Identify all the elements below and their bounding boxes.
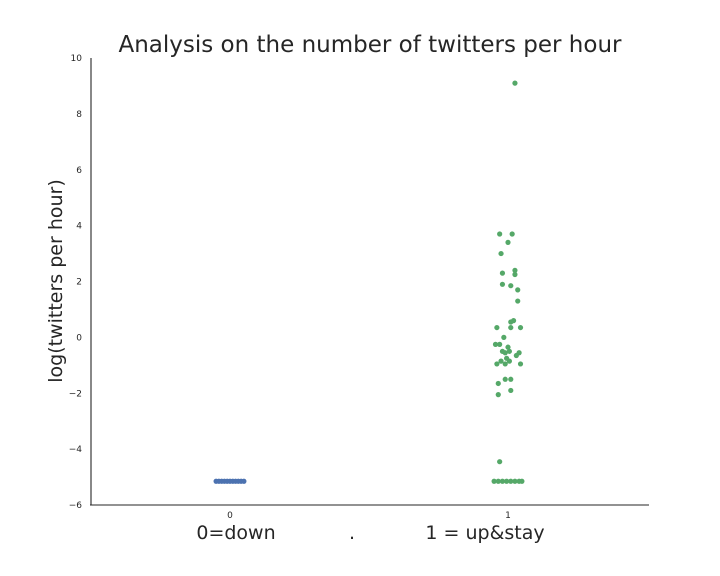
data-point — [498, 250, 504, 257]
data-point — [508, 387, 514, 394]
data-point — [512, 267, 518, 273]
data-point — [508, 478, 514, 484]
data-point — [509, 231, 515, 237]
data-point — [502, 350, 508, 356]
data-point — [504, 478, 510, 484]
data-point — [495, 392, 501, 398]
data-point — [515, 298, 521, 304]
data-point — [499, 281, 506, 287]
y-tick-label: −2 — [69, 389, 82, 399]
data-point — [492, 341, 499, 347]
data-point — [495, 478, 501, 484]
x-axis-label-right: 1 = up&stay — [425, 522, 544, 544]
data-point — [497, 459, 503, 465]
data-point — [498, 358, 504, 364]
data-point — [506, 348, 512, 354]
data-point — [515, 287, 521, 293]
chart-title: Analysis on the number of twitters per h… — [118, 32, 622, 58]
y-tick-label: −6 — [69, 501, 83, 511]
data-point — [494, 361, 500, 367]
data-point — [512, 478, 518, 484]
y-tick-label: 10 — [71, 54, 83, 64]
data-point — [517, 324, 524, 331]
data-point — [508, 283, 514, 289]
data-point — [495, 380, 501, 387]
data-point — [502, 376, 508, 382]
data-point — [519, 478, 525, 484]
data-point — [502, 361, 508, 367]
data-point — [508, 376, 514, 382]
data-point — [513, 352, 519, 359]
x-tick-label: 0 — [227, 511, 233, 521]
y-tick-labels: −6 −4 −2 0 2 4 6 8 10 — [69, 54, 83, 511]
y-tick-label: 0 — [76, 333, 82, 343]
data-point — [499, 270, 506, 276]
data-point — [517, 361, 524, 367]
data-point — [241, 478, 247, 484]
data-point — [508, 324, 514, 331]
data-point — [499, 478, 506, 484]
y-tick-label: 8 — [76, 110, 82, 120]
data-point — [505, 239, 511, 245]
data-point — [491, 478, 497, 484]
data-point — [508, 319, 514, 325]
x-axis-label-separator: . — [349, 522, 355, 544]
y-axis: −6 −4 −2 0 2 4 6 8 10 — [69, 54, 92, 511]
data-point — [505, 344, 511, 350]
data-point — [501, 334, 507, 340]
x-axis-label-left: 0=down — [196, 522, 275, 544]
data-point — [494, 324, 500, 331]
data-point — [497, 231, 503, 237]
data-point — [512, 80, 518, 86]
data-point — [512, 271, 518, 278]
x-tick-label: 1 — [505, 511, 511, 521]
data-point — [506, 358, 512, 364]
y-tick-label: 6 — [76, 166, 82, 176]
y-tick-label: −4 — [69, 445, 83, 455]
data-point — [497, 341, 503, 347]
data-points — [213, 80, 525, 484]
y-tick-label: 4 — [76, 222, 82, 232]
y-axis-label: log(twitters per hour) — [45, 179, 67, 383]
y-tick-label: 2 — [76, 278, 82, 288]
